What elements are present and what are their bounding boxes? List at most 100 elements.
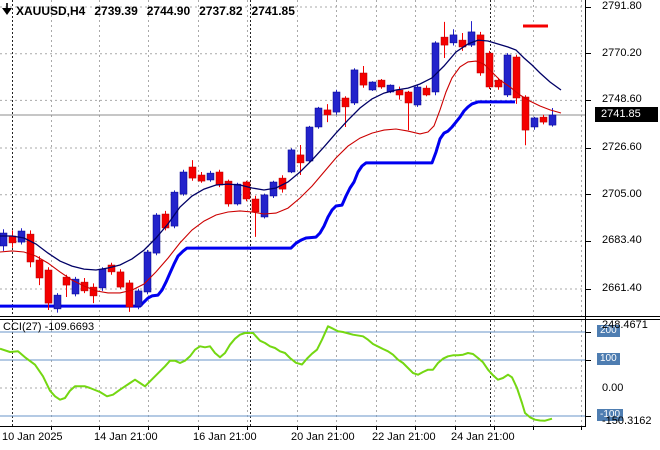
price-tick [586, 288, 591, 290]
date-label: 20 Jan 21:00 [291, 431, 355, 443]
cci-level-badge: -100 [597, 409, 624, 421]
bull-candle-body [548, 114, 557, 126]
date-label: 10 Jan 2025 [2, 431, 63, 443]
date-label: 22 Jan 21:00 [372, 431, 436, 443]
time-tick [99, 427, 100, 430]
bear-candle-body [62, 276, 71, 286]
price-axis-label: 2748.60 [602, 93, 642, 106]
bear-candle-body [188, 166, 197, 179]
bear-candle-body [161, 213, 170, 229]
time-axis[interactable]: 10 Jan 2025 14 Jan 21:00 16 Jan 21:00 20 Ja… [0, 427, 660, 450]
price-axis-label: 2661.40 [602, 282, 642, 294]
bear-candle-body [512, 56, 521, 99]
bull-candle-body [287, 149, 296, 173]
cursor-arrow-icon [2, 3, 12, 15]
bear-candle-body [35, 259, 44, 279]
low-value: 2737.82 [199, 4, 243, 18]
bull-candle-body [170, 191, 179, 227]
bull-candle-body [260, 194, 269, 218]
cci-bottom-border [0, 426, 586, 427]
bull-candle-body [413, 86, 422, 106]
cci-line [0, 325, 553, 422]
high-value: 2744.90 [146, 4, 191, 18]
cci-level-badge: 100 [597, 353, 620, 365]
bull-candle-body [143, 251, 152, 293]
bear-candle-body [224, 180, 233, 205]
time-tick [297, 427, 298, 430]
bear-candle-body [251, 198, 260, 213]
bull-candle-body [368, 81, 377, 91]
cci-tick [586, 415, 591, 417]
bull-candle-body [314, 107, 323, 128]
support-step-line [0, 100, 515, 308]
bear-candle-body [242, 181, 251, 200]
cci-panel-canvas[interactable] [0, 320, 585, 426]
candles-group [0, 21, 557, 313]
bear-candle-body [44, 269, 53, 304]
bear-candle-body [341, 97, 350, 108]
bear-candle-body [377, 79, 386, 88]
time-tick [51, 427, 52, 430]
bear-candle-body [296, 154, 305, 164]
bear-candle-body [494, 79, 503, 88]
axis-border [585, 0, 586, 427]
date-label: 16 Jan 21:00 [193, 431, 257, 443]
bear-candle-body [359, 72, 368, 86]
bull-candle-body [98, 268, 107, 289]
bull-candle-body [53, 294, 62, 310]
bull-candle-body [467, 31, 476, 46]
price-axis-label: 2726.60 [602, 141, 642, 153]
bear-candle-body [440, 36, 449, 46]
indicator-value: -109.6693 [44, 321, 95, 333]
bull-candle-body [134, 290, 143, 307]
symbol-period-label: XAUUSD,H4 [16, 4, 86, 18]
price-tick [586, 53, 591, 55]
close-value: 2741.85 [251, 4, 295, 18]
time-tick [198, 427, 199, 430]
bull-candle-body [0, 232, 8, 247]
price-tick [586, 99, 591, 101]
price-axis[interactable]: 2791.80 2770.20 2748.60 2726.60 2705.00 2683.… [586, 0, 660, 316]
bear-candle-body [395, 89, 404, 96]
panel-resize-divider[interactable] [0, 316, 660, 320]
bull-candle-body [431, 42, 440, 93]
current-price-badge: 2741.85 [595, 107, 658, 122]
cci-max-label: 248.4671 [602, 319, 648, 331]
cci-zero-label: 0.00 [602, 382, 624, 394]
bear-candle-body [197, 174, 206, 182]
bull-candle-body [530, 117, 539, 128]
cci-tick [586, 331, 591, 333]
date-label: 24 Jan 21:00 [451, 431, 515, 443]
bear-candle-body [323, 109, 332, 116]
bear-candle-body [521, 96, 530, 131]
cci-min-label: -150.3162 [602, 415, 652, 427]
bear-candle-body [476, 34, 485, 74]
price-axis-label: 2683.40 [602, 234, 642, 247]
bear-candle-body [215, 171, 224, 186]
indicator-header: CCI(27) -109.6693 [3, 321, 94, 333]
cci-value-axis[interactable]: 200 100 -100 248.4671 0.00 -150.3162 [586, 318, 660, 427]
time-tick [494, 427, 495, 430]
price-axis-label: 2791.80 [602, 0, 642, 12]
time-tick [533, 427, 534, 430]
bull-candle-body [206, 172, 215, 181]
bull-candle-body [305, 126, 314, 162]
price-tick [586, 6, 591, 8]
bear-candle-body [125, 282, 134, 308]
price-tick [586, 240, 591, 242]
bear-candle-body [404, 91, 413, 104]
bull-candle-body [503, 54, 512, 96]
time-tick [247, 427, 248, 430]
time-tick [148, 427, 149, 430]
price-axis-label: 2705.00 [602, 187, 642, 200]
cci-tick [586, 359, 591, 361]
bull-candle-body [179, 171, 188, 195]
main-chart-canvas[interactable] [0, 0, 585, 316]
time-tick [415, 427, 416, 430]
time-tick [581, 427, 582, 430]
bull-candle-body [233, 183, 242, 205]
open-value: 2739.39 [94, 4, 138, 18]
time-tick [376, 427, 377, 430]
indicator-name: CCI(27) [3, 321, 42, 333]
